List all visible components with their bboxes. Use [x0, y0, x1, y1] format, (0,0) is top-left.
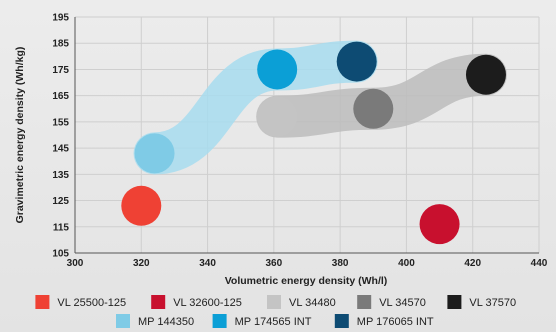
x-tick-label: 420: [464, 258, 481, 269]
y-tick-label: 195: [52, 13, 69, 24]
y-tick-label: 115: [53, 222, 70, 233]
legend-item: VL 25500-125: [35, 295, 126, 309]
legend-swatch: [357, 295, 371, 309]
data-point: [135, 133, 175, 173]
data-point: [257, 97, 297, 137]
legend-swatch: [267, 295, 281, 309]
x-tick-label: 380: [332, 258, 349, 269]
y-axis-label: Gravimetric energy density (Wh/kg): [14, 47, 26, 224]
legend-swatch: [447, 295, 461, 309]
x-tick-label: 440: [531, 258, 548, 269]
legend-item: VL 34570: [357, 295, 426, 309]
legend-swatch: [116, 314, 130, 328]
y-tick-label: 165: [52, 91, 69, 102]
legend-swatch: [35, 295, 49, 309]
legend-label: VL 34570: [379, 297, 426, 309]
y-tick-label: 135: [52, 170, 69, 181]
legend-item: VL 34480: [267, 295, 336, 309]
legend-label: MP 144350: [138, 316, 194, 328]
y-tick-label: 175: [52, 65, 69, 76]
legend-swatch: [151, 295, 165, 309]
data-point: [337, 42, 377, 82]
data-point: [353, 89, 393, 129]
y-tick-label: 125: [52, 196, 69, 207]
legend-item: MP 174565 INT: [213, 314, 312, 328]
legend-item: MP 176065 INT: [335, 314, 434, 328]
legend: VL 25500-125 VL 32600-125 VL 34480 VL 34570…: [35, 295, 516, 328]
x-tick-label: 300: [67, 258, 84, 269]
legend-label: VL 37570: [469, 297, 516, 309]
y-tick-label: 155: [52, 117, 69, 128]
legend-item: MP 144350: [116, 314, 194, 328]
x-tick-label: 400: [398, 258, 415, 269]
legend-item: VL 32600-125: [151, 295, 242, 309]
data-point: [466, 55, 506, 95]
legend-swatch: [213, 314, 227, 328]
legend-label: MP 174565 INT: [235, 316, 312, 328]
y-tick-label: 185: [52, 39, 69, 50]
data-point: [257, 49, 297, 89]
legend-label: VL 25500-125: [57, 297, 126, 309]
data-point: [121, 186, 161, 226]
legend-label: MP 176065 INT: [357, 316, 434, 328]
data-point: [420, 204, 460, 244]
x-tick-label: 340: [199, 258, 216, 269]
x-tick-label: 320: [133, 258, 150, 269]
x-axis-label: Volumetric energy density (Wh/l): [225, 275, 388, 287]
legend-label: VL 34480: [289, 297, 336, 309]
group-bands: [155, 62, 486, 154]
legend-item: VL 37570: [447, 295, 516, 309]
y-tick-label: 145: [52, 144, 69, 155]
legend-swatch: [335, 314, 349, 328]
legend-label: VL 32600-125: [173, 297, 242, 309]
x-tick-label: 360: [266, 258, 283, 269]
